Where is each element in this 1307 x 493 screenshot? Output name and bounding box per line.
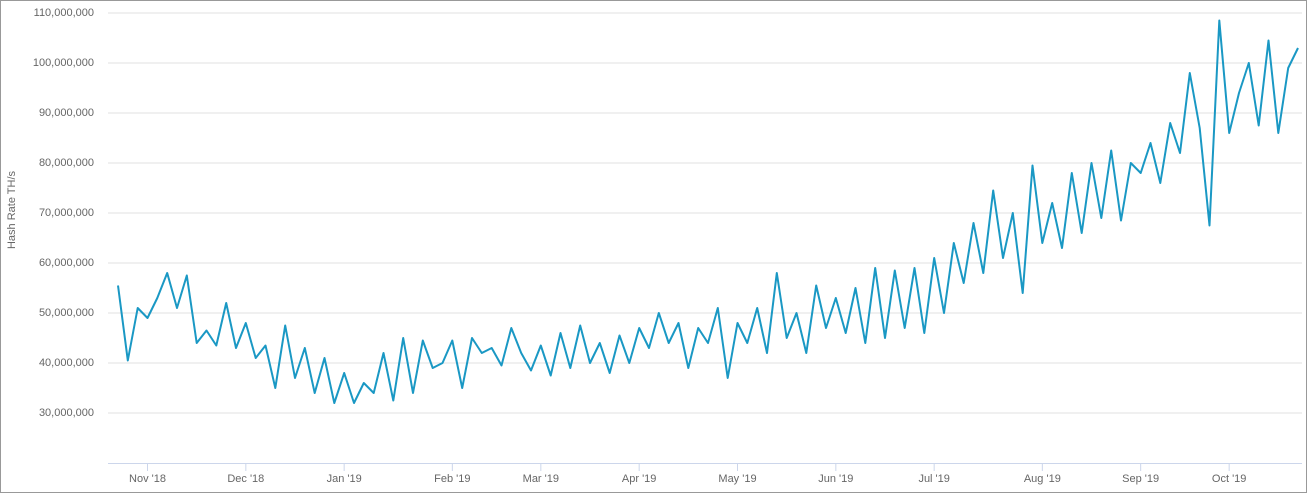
line (117, 19, 1299, 404)
x-tick-label: Aug '19 (1024, 473, 1061, 485)
y-tick-label: 30,000,000 (39, 407, 94, 419)
x-tick-label: Nov '18 (129, 473, 166, 485)
x-tick-label: Jan '19 (327, 473, 362, 485)
x-tick-label: Oct '19 (1212, 473, 1247, 485)
y-tick-label: 50,000,000 (39, 307, 94, 319)
x-tick-label: May '19 (718, 473, 756, 485)
x-tick-label: Sep '19 (1122, 473, 1159, 485)
y-tick-label: 100,000,000 (33, 57, 94, 69)
y-tick-label: 60,000,000 (39, 257, 94, 269)
y-tick-label: 70,000,000 (39, 207, 94, 219)
y-tick-label: 40,000,000 (39, 357, 94, 369)
x-tick-label: Jul '19 (918, 473, 949, 485)
x-tick-label: Dec '18 (227, 473, 264, 485)
x-tick-label: Mar '19 (523, 473, 559, 485)
y-tick-label: 110,000,000 (34, 7, 94, 19)
x-tick-label: Jun '19 (818, 473, 853, 485)
x-tick-label: Apr '19 (622, 473, 657, 485)
y-tick-label: 80,000,000 (39, 157, 94, 169)
x-tick-label: Feb '19 (434, 473, 470, 485)
y-axis-label: Hash Rate TH/s (6, 170, 18, 249)
y-tick-label: 90,000,000 (39, 107, 94, 119)
